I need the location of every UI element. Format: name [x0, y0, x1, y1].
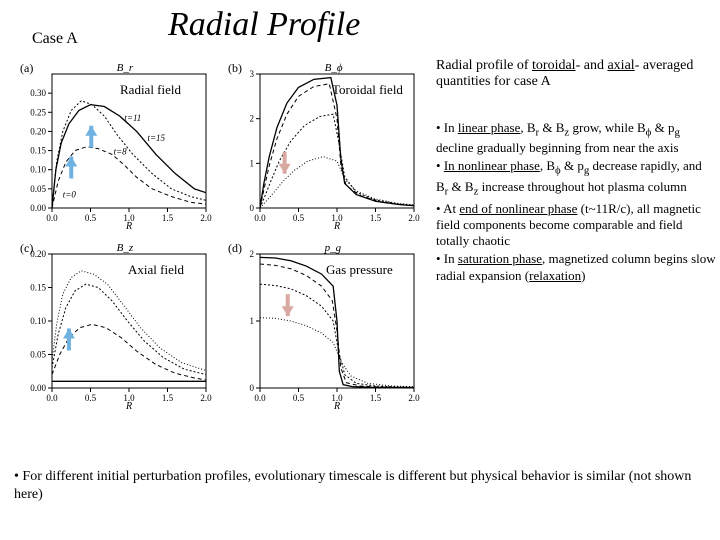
- svg-text:0.0: 0.0: [46, 213, 58, 223]
- slide: Radial Profile Case A 0.00.51.01.52.0R0.…: [0, 0, 720, 540]
- svg-text:2.0: 2.0: [408, 393, 420, 403]
- svg-text:1.5: 1.5: [162, 393, 174, 403]
- svg-text:3: 3: [250, 69, 255, 79]
- svg-text:1.5: 1.5: [370, 213, 382, 223]
- svg-text:1: 1: [250, 316, 255, 326]
- svg-text:0.5: 0.5: [293, 213, 305, 223]
- svg-text:0.15: 0.15: [30, 146, 46, 156]
- svg-text:2.0: 2.0: [408, 213, 420, 223]
- svg-text:0.10: 0.10: [30, 165, 46, 175]
- svg-text:1: 1: [250, 158, 255, 168]
- panel-radial-field: 0.00.51.01.52.0R0.000.050.100.150.200.25…: [16, 60, 212, 230]
- svg-text:0.00: 0.00: [30, 203, 46, 213]
- svg-text:1.5: 1.5: [162, 213, 174, 223]
- svg-text:t=0: t=0: [63, 189, 77, 199]
- svg-text:(c): (c): [20, 241, 33, 255]
- svg-text:0.30: 0.30: [30, 88, 46, 98]
- svg-text:R: R: [333, 221, 340, 230]
- svg-text:2.0: 2.0: [200, 393, 212, 403]
- svg-text:t=15: t=15: [147, 133, 165, 143]
- svg-text:1.5: 1.5: [370, 393, 382, 403]
- svg-text:B_r: B_r: [117, 62, 134, 74]
- svg-text:0.15: 0.15: [30, 283, 46, 293]
- svg-text:0.05: 0.05: [30, 184, 46, 194]
- svg-text:0.0: 0.0: [254, 393, 266, 403]
- svg-text:2.0: 2.0: [200, 213, 212, 223]
- svg-text:2: 2: [250, 114, 255, 124]
- svg-text:t=8: t=8: [114, 146, 128, 156]
- svg-text:(a): (a): [20, 61, 33, 75]
- case-label: Case A: [32, 30, 78, 48]
- summary-text: Radial profile of toroidal- and axial- a…: [436, 58, 712, 90]
- footnote: • For different initial perturbation pro…: [14, 468, 704, 504]
- bullet-item: • In nonlinear phase, Bϕ & pg decrease r…: [436, 158, 716, 198]
- svg-text:0.20: 0.20: [30, 126, 46, 136]
- svg-text:(d): (d): [228, 241, 242, 255]
- svg-text:0: 0: [250, 383, 255, 393]
- page-title: Radial Profile: [168, 6, 360, 44]
- svg-text:0.5: 0.5: [293, 393, 305, 403]
- svg-text:B_z: B_z: [117, 242, 134, 254]
- panel-a-overlay: Radial field: [120, 82, 181, 98]
- svg-text:t=11: t=11: [124, 113, 141, 123]
- panel-c-overlay: Axial field: [128, 262, 184, 278]
- svg-text:R: R: [125, 221, 132, 230]
- svg-text:0.25: 0.25: [30, 107, 46, 117]
- svg-text:0.00: 0.00: [30, 383, 46, 393]
- svg-text:0.10: 0.10: [30, 316, 46, 326]
- svg-text:0.0: 0.0: [46, 393, 58, 403]
- bullet-list: • In linear phase, Br & Bz grow, while B…: [436, 120, 716, 286]
- svg-text:R: R: [333, 401, 340, 410]
- svg-text:0.5: 0.5: [85, 213, 97, 223]
- bullet-item: • In saturation phase, magnetized column…: [436, 251, 716, 284]
- bullet-item: • In linear phase, Br & Bz grow, while B…: [436, 120, 716, 156]
- panel-d-overlay: Gas pressure: [326, 262, 393, 278]
- svg-text:R: R: [125, 401, 132, 410]
- svg-text:0.5: 0.5: [85, 393, 97, 403]
- svg-text:0.05: 0.05: [30, 350, 46, 360]
- svg-text:0: 0: [250, 203, 255, 213]
- panel-b-overlay: Toroidal field: [332, 82, 403, 98]
- svg-text:p_g: p_g: [324, 242, 342, 254]
- svg-text:0.0: 0.0: [254, 213, 266, 223]
- svg-text:B_ϕ: B_ϕ: [325, 62, 343, 74]
- bullet-item: • At end of nonlinear phase (t~11R/c), a…: [436, 201, 716, 250]
- svg-text:2: 2: [250, 249, 255, 259]
- svg-text:(b): (b): [228, 61, 242, 75]
